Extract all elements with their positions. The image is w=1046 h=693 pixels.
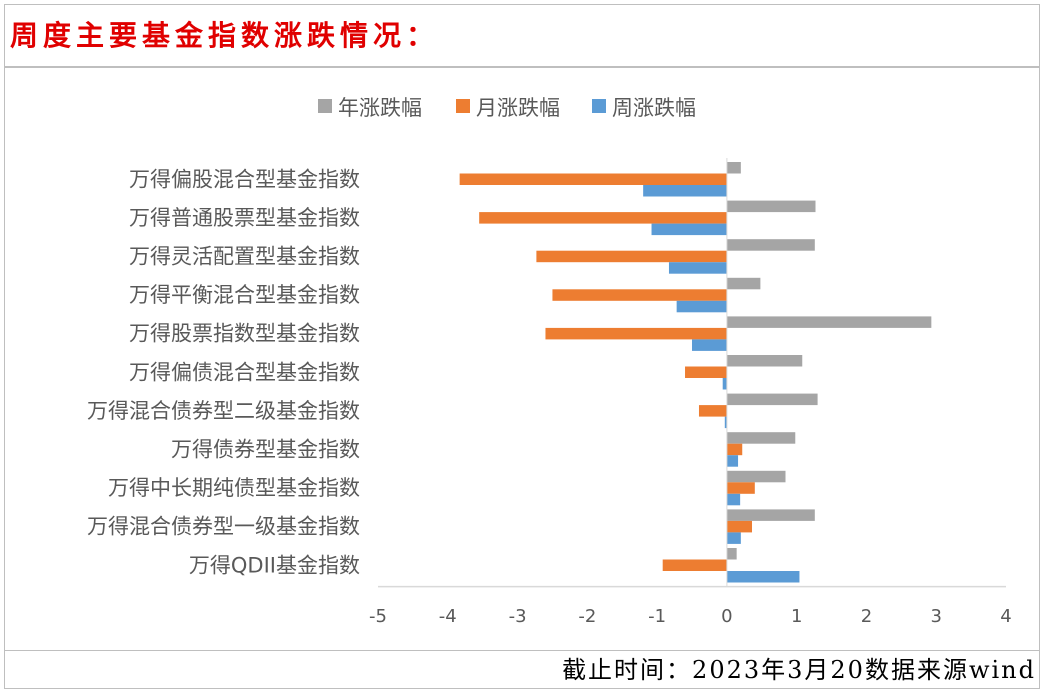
category-label: 万得混合债券型二级基金指数 [87,399,360,423]
category-label: 万得普通股票型基金指数 [129,206,360,230]
bar-month [479,212,727,224]
legend-label-2: 周涨跌幅 [612,96,696,120]
bar-year [726,355,803,367]
chart-legend: 年涨跌幅 月涨跌幅 周涨跌幅 [318,96,696,120]
bar-week [651,223,727,236]
source-note: 截止时间：2023年3月20数据来源wind [562,656,1036,684]
x-tick-label: 3 [930,606,941,627]
x-tick-label: 2 [861,606,872,627]
category-labels: 万得偏股混合型基金指数万得普通股票型基金指数万得灵活配置型基金指数万得平衡混合型… [87,167,360,577]
bar-month [536,250,727,263]
bar-year [726,470,786,483]
bar-month [545,327,727,340]
bar-year [726,432,796,444]
bar-week [643,185,727,197]
x-tick-label: -3 [509,606,527,627]
bar-year [726,548,737,560]
legend-label-1: 月涨跌幅 [476,96,560,120]
bar-year [726,509,815,521]
bar-year [726,162,741,174]
title-divider [4,66,1040,68]
x-tick-label: -1 [648,606,666,627]
bar-week [724,416,727,429]
legend-label-0: 年涨跌幅 [338,96,422,120]
category-label: 万得中长期纯债型基金指数 [108,476,360,500]
category-label: 万得偏股混合型基金指数 [129,167,360,191]
x-tick-label: -4 [439,606,457,627]
bar-month [726,520,753,533]
category-label: 万得混合债券型一级基金指数 [87,515,360,539]
bar-week [692,339,727,351]
legend-swatch-1 [456,99,470,113]
category-label: 万得灵活配置型基金指数 [129,244,360,268]
category-label: 万得股票指数型基金指数 [129,322,360,346]
bar-week [676,300,727,313]
category-label: 万得债券型基金指数 [171,437,360,461]
x-axis-ticks: -5 -4 -3 -2 -1 0 1 2 3 4 [369,606,1012,627]
footer-divider [4,650,1040,651]
x-tick-label: 4 [1000,606,1011,627]
category-label: 万得偏债混合型基金指数 [129,360,360,384]
bar-year [726,316,932,328]
bar-month [685,366,727,378]
bar-month [552,289,727,301]
legend-swatch-2 [592,99,606,113]
bar-month [698,405,727,417]
bar-week [726,532,741,544]
bar-year [726,277,761,290]
bar-month [662,559,727,571]
x-tick-label: -2 [578,606,596,627]
page-title: 周度主要基金指数涨跌情况： [10,19,440,52]
bar-year [726,393,818,406]
bar-week [722,378,727,390]
chart-frame [4,4,1040,689]
bar-month [726,443,743,456]
bar-week [726,571,800,583]
bar-week [668,262,727,274]
bar-week [726,493,741,506]
bar-week [726,455,739,467]
category-label: 万得QDII基金指数 [189,553,360,577]
bar-year [726,200,816,213]
chart-bars [459,162,932,583]
legend-swatch-0 [318,99,332,113]
bar-month [726,482,755,494]
x-tick-label: -5 [369,606,387,627]
x-tick-label: 0 [721,606,732,627]
category-label: 万得平衡混合型基金指数 [129,283,360,307]
bar-year [726,239,815,251]
x-tick-label: 1 [791,606,802,627]
bar-month [459,173,727,185]
